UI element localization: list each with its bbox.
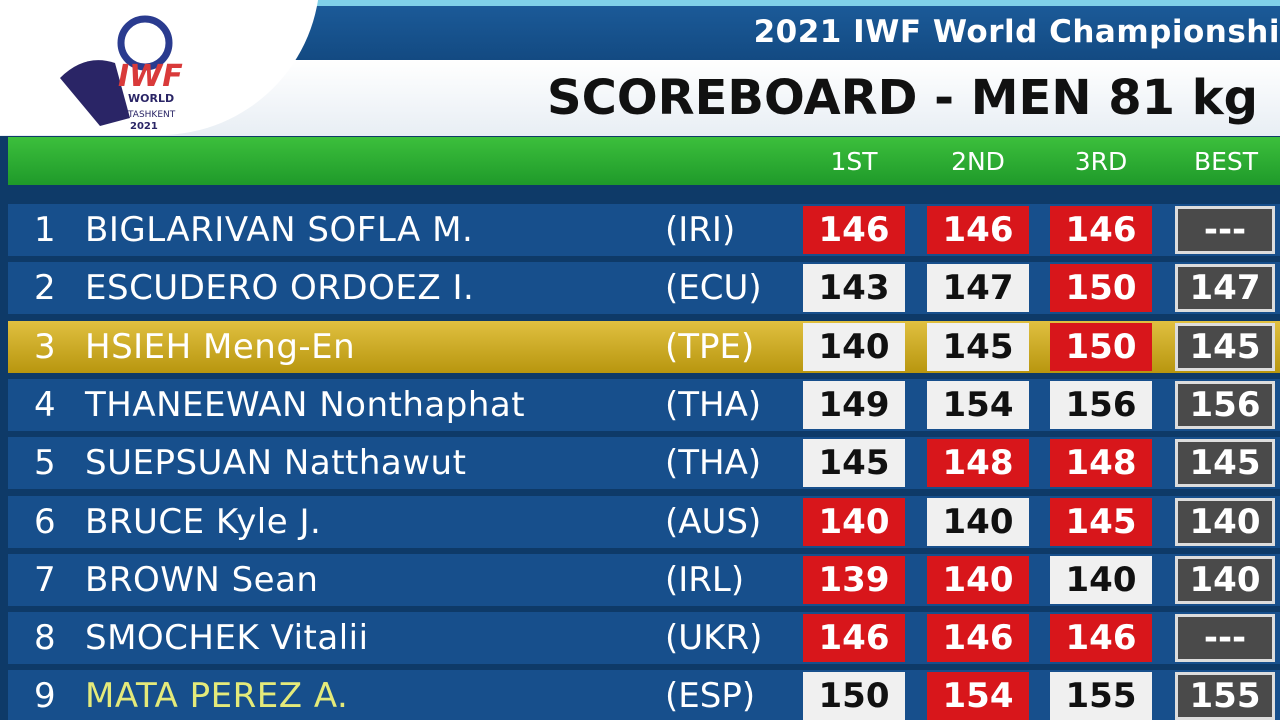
column-header: BEST [1193,147,1259,176]
best: 145 [1175,439,1275,488]
country: (AUS) [665,501,762,542]
rank: 6 [34,501,56,542]
attempt: 155 [1050,672,1152,720]
attempt: 143 [803,264,905,313]
best: 140 [1175,555,1275,604]
attempt: 154 [927,672,1029,720]
competition: 2021 IWF World Championshi [753,14,1280,50]
column-header: 2ND [951,147,1005,176]
attempt: 146 [1050,614,1152,663]
attempt: 154 [927,380,1029,429]
athlete-name: BRUCE Kyle J. [85,501,322,542]
attempt: 146 [1050,206,1152,254]
country: (ESP) [665,676,756,717]
title: SCOREBOARD - MEN 81 kg [547,70,1258,126]
attempt: 145 [803,439,905,488]
rank: 4 [34,384,56,425]
attempt: 150 [1050,322,1152,371]
attempt: 140 [1050,555,1152,604]
athlete-name: SUEPSUAN Natthawut [85,443,467,484]
best: --- [1175,206,1275,254]
attempt: 140 [927,555,1029,604]
rank: 9 [34,676,56,717]
athlete-name: BIGLARIVAN SOFLA M. [85,210,474,250]
athlete-name: BROWN Sean [85,559,319,600]
athlete-name: SMOCHEK Vitalii [85,618,369,659]
attempt: 145 [1050,497,1152,546]
best: 155 [1175,672,1275,720]
attempt: 150 [803,672,905,720]
best: 147 [1175,264,1275,313]
attempt: 146 [927,206,1029,254]
country: (TPE) [665,326,755,367]
logo-line: WORLD [128,92,174,105]
country: (ECU) [665,268,762,309]
attempt: 148 [1050,439,1152,488]
athlete-name: THANEEWAN Nonthaphat [85,384,526,425]
attempt: 149 [803,380,905,429]
country: (THA) [665,443,762,484]
country: (IRI) [665,210,736,250]
logo-year: 2021 [130,121,158,132]
column-header-bar [8,137,1280,185]
attempt: 150 [1050,264,1152,313]
rank: 5 [34,443,56,484]
attempt: 139 [803,555,905,604]
rank: 8 [34,618,56,659]
country: (UKR) [665,618,763,659]
best: --- [1175,614,1275,663]
country: (THA) [665,384,762,425]
athlete-name: ESCUDERO ORDOEZ I. [85,268,475,309]
attempt: 148 [927,439,1029,488]
rank: 2 [34,268,56,309]
best: 145 [1175,322,1275,371]
best: 140 [1175,497,1275,546]
attempt: 147 [927,264,1029,313]
logo-figure [60,60,130,127]
athlete-name: MATA PEREZ A. [85,676,349,717]
attempt: 156 [1050,380,1152,429]
attempt: 145 [927,322,1029,371]
attempt: 146 [803,206,905,254]
attempt: 140 [803,322,905,371]
rank: 7 [34,559,56,600]
rank: 3 [34,326,56,367]
logo-ring [117,15,173,71]
logo: IWF WORLD TASHKENT 2021 [60,15,183,132]
rank: 1 [34,210,56,250]
attempt: 146 [803,614,905,663]
attempt: 140 [803,497,905,546]
best: 156 [1175,380,1275,429]
attempt: 146 [927,614,1029,663]
column-header: 1ST [830,147,878,176]
country: (IRL) [665,559,745,600]
attempt: 140 [927,497,1029,546]
logo-city: TASHKENT [127,110,176,120]
logo-org: IWF [118,59,183,94]
athlete-name: HSIEH Meng-En [85,326,356,367]
column-header: 3RD [1074,147,1128,176]
